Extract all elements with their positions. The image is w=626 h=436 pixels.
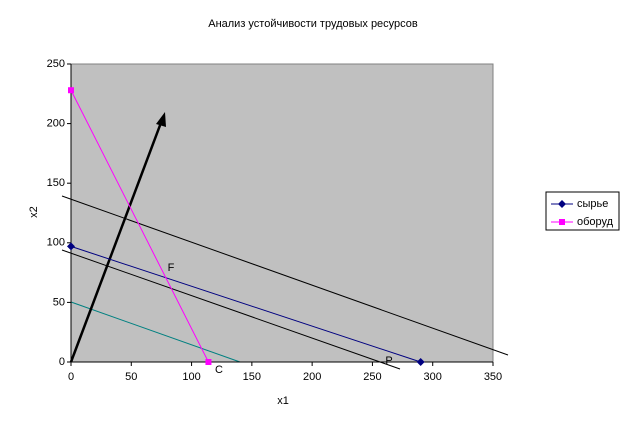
y-axis-label: x2: [28, 206, 40, 218]
marker: [205, 359, 212, 365]
marker: [558, 200, 566, 208]
drawn-line: [70, 301, 241, 363]
y-tick-label: 250: [47, 58, 65, 70]
x-tick-label: 0: [68, 371, 74, 383]
x-tick-label: 100: [182, 371, 200, 383]
legend-label: оборуд: [577, 216, 614, 228]
x-tick-label: 150: [243, 371, 261, 383]
y-tick-label: 50: [53, 296, 65, 308]
annotation: F: [168, 262, 175, 274]
drawn-line: [61, 195, 509, 356]
y-tick-label: 200: [47, 118, 65, 130]
y-tick-label: 0: [59, 356, 65, 368]
drawn-line: [61, 249, 401, 370]
arrow-head: [156, 112, 166, 127]
marker: [67, 242, 75, 251]
drawing-shapes: [61, 112, 509, 370]
annotation: C: [215, 364, 223, 376]
marker: [68, 87, 74, 94]
legend-label: сырье: [577, 198, 608, 210]
arrow-shaft: [69, 119, 164, 363]
plot-area: [70, 63, 494, 363]
x-tick-label: 200: [303, 371, 321, 383]
x-tick-label: 50: [125, 371, 137, 383]
series-line: [70, 245, 421, 363]
marker: [416, 358, 425, 366]
chart-title: Анализ устойчивости трудовых ресурсов: [208, 18, 418, 30]
marker: [559, 219, 565, 225]
legend: [545, 191, 620, 231]
x-axis-label: x1: [277, 395, 289, 407]
series-line: [70, 89, 209, 363]
x-tick-label: 300: [424, 371, 442, 383]
x-tick-label: 350: [484, 371, 502, 383]
x-tick-label: 250: [363, 371, 381, 383]
y-tick-label: 100: [47, 237, 65, 249]
annotation: P: [385, 355, 392, 367]
y-tick-label: 150: [47, 177, 65, 189]
